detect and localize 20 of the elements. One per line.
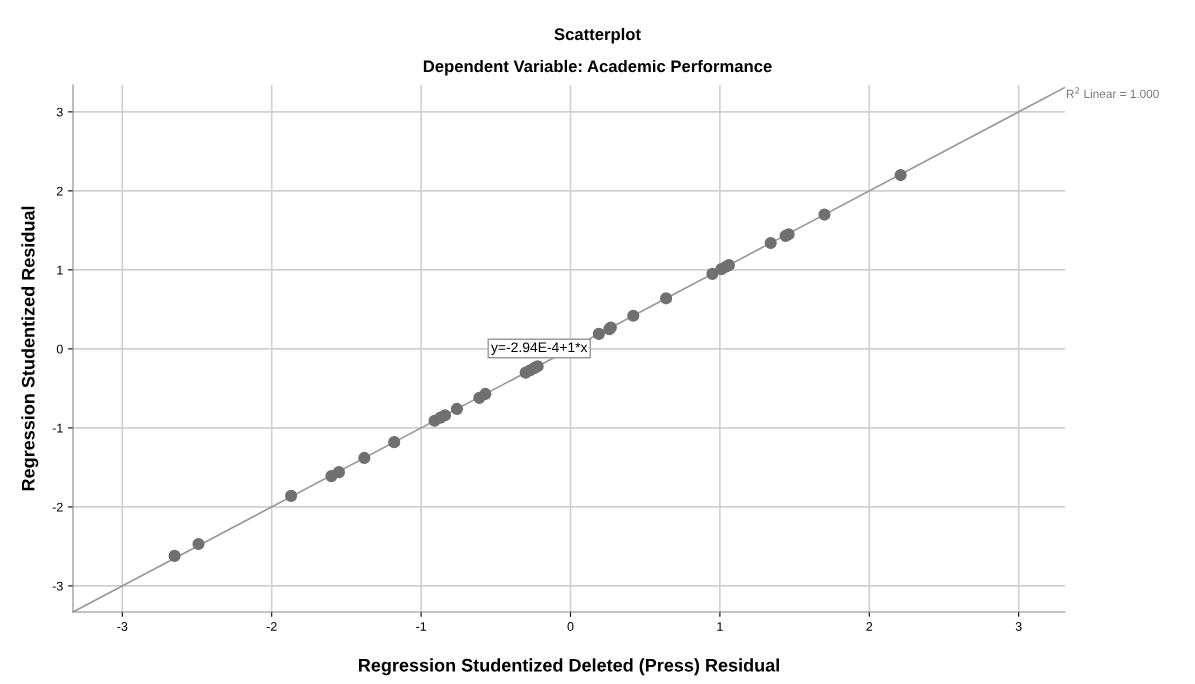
y-tick-label: 1: [57, 265, 63, 275]
x-tick-label: -2: [266, 622, 277, 631]
y-tick-label: -3: [52, 581, 63, 591]
annotation: y=-2.94E-4+1*x: [491, 342, 588, 355]
x-tick-label: -3: [117, 622, 128, 631]
chart-title: Scatterplot: [554, 27, 641, 44]
x-tick-label: 2: [866, 622, 873, 631]
y-tick-label: -2: [52, 502, 63, 512]
y-tick-label: 0: [56, 344, 63, 354]
x-tick-label: -1: [416, 622, 427, 631]
y-tick-label: 3: [56, 107, 63, 117]
y-tick-label: 2: [56, 186, 63, 196]
x-tick-label: 0: [567, 622, 574, 631]
x-tick-label: 3: [1015, 622, 1022, 631]
text: R$^{2}$ Linear = 1.000: [1066, 87, 1159, 99]
y-axis-title: Regression Studentized Residual: [21, 206, 39, 491]
x-axis-title: Regression Studentized Deleted (Press) Residual: [359, 658, 779, 676]
y-tick-label: -1: [52, 423, 63, 433]
chart-subtitle: Dependent Variable: Academic Performance: [423, 59, 772, 76]
x-tick-label: 1: [717, 622, 723, 631]
